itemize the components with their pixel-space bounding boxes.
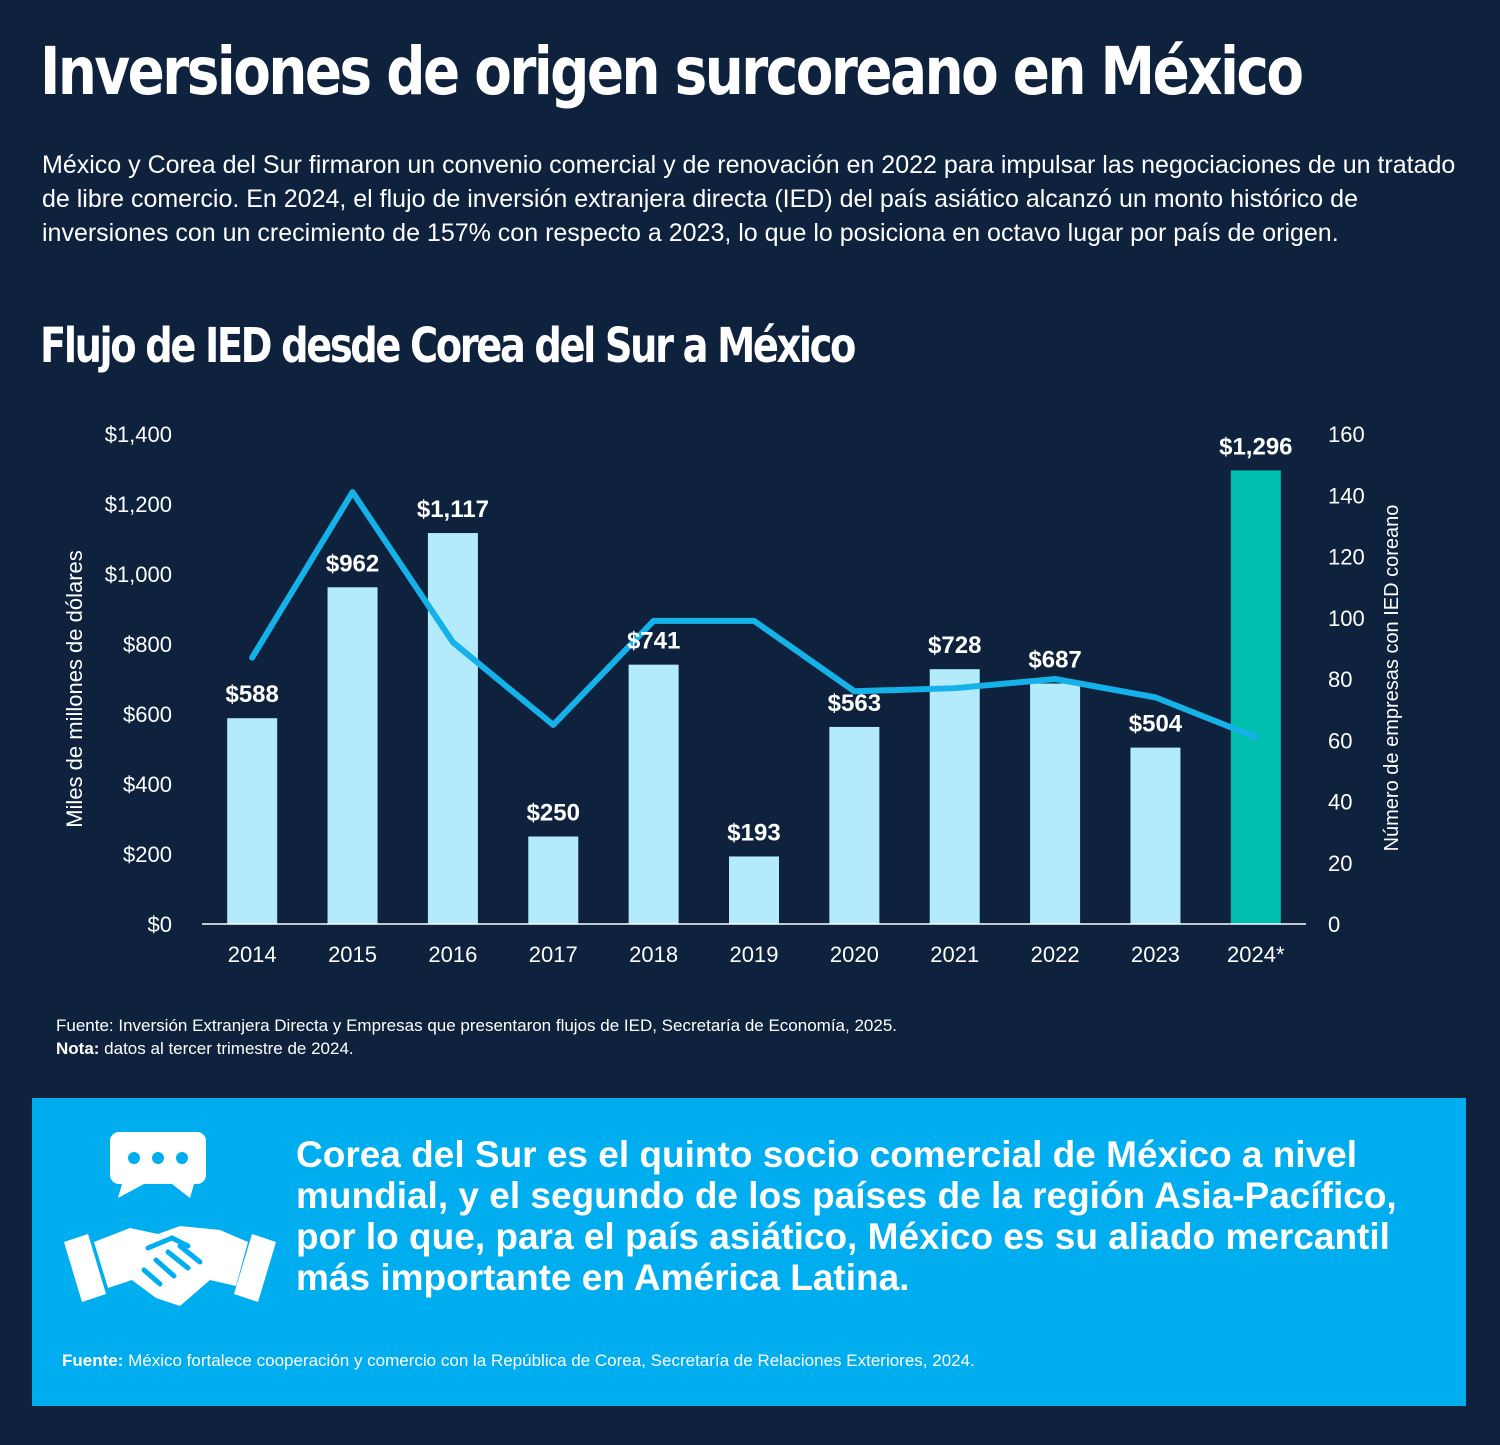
bar-value-label: $962 <box>326 550 379 577</box>
bar <box>227 718 278 924</box>
chart-source: Fuente: Inversión Extranjera Directa y E… <box>56 1014 897 1060</box>
callout-text: Corea del Sur es el quinto socio comerci… <box>296 1134 1397 1298</box>
ied-chart: $0 $200 $400 $600 $800 $1,000 $1,200 $1,400 0 20 4… <box>62 422 1403 967</box>
bar <box>1130 747 1181 924</box>
x-tick-label: 2020 <box>830 942 879 967</box>
callout-box: Corea del Sur es el quinto socio comerci… <box>32 1098 1466 1406</box>
bar-value-label: $193 <box>727 819 780 846</box>
y2-tick-label: 140 <box>1328 483 1365 508</box>
handshake-chat-icon <box>60 1130 280 1315</box>
bar <box>829 726 880 924</box>
y-tick-label: $0 <box>148 912 172 937</box>
bar-value-label: $1,296 <box>1219 433 1292 460</box>
y2-axis-label: Número de empresas con IED coreano <box>1381 505 1403 852</box>
page-title: Inversiones de origen surcoreano en Méxi… <box>40 33 1304 110</box>
y-tick-label: $1,000 <box>105 562 172 587</box>
y2-tick-label: 80 <box>1328 667 1352 692</box>
bar-value-label: $1,117 <box>417 496 489 523</box>
bar <box>327 587 378 924</box>
x-tick-label: 2019 <box>730 942 779 967</box>
y-tick-label: $200 <box>123 842 172 867</box>
y2-tick-label: 100 <box>1328 606 1365 631</box>
bar-value-label: $687 <box>1028 647 1081 674</box>
bar-value-label: $588 <box>225 681 278 708</box>
x-tick-label: 2024* <box>1227 942 1285 967</box>
y2-tick-label: 160 <box>1328 422 1365 447</box>
bar-value-label: $250 <box>527 800 580 827</box>
chart-title: Flujo de IED desde Corea del Sur a Méxic… <box>40 318 856 374</box>
y-axis-label: Miles de millones de dólares <box>62 550 87 828</box>
y-tick-label: $600 <box>123 702 172 727</box>
x-tick-label: 2021 <box>930 942 979 967</box>
x-tick-label: 2018 <box>629 942 678 967</box>
y-tick-label: $400 <box>123 772 172 797</box>
companies-line <box>249 489 1259 741</box>
bar <box>929 669 980 924</box>
x-tick-label: 2016 <box>428 942 477 967</box>
x-tick-label: 2014 <box>228 942 277 967</box>
y-tick-label: $1,200 <box>105 492 172 517</box>
intro-paragraph: México y Corea del Sur firmaron un conve… <box>42 151 1456 247</box>
x-tick-label: 2015 <box>328 942 377 967</box>
bar <box>528 836 579 924</box>
note-text: datos al tercer trimestre de 2024. <box>99 1039 354 1058</box>
source-text: Fuente: Inversión Extranjera Directa y E… <box>56 1016 897 1035</box>
bar <box>1230 470 1281 924</box>
bar-value-label: $504 <box>1129 711 1183 738</box>
callout-source-label: Fuente: <box>62 1351 124 1370</box>
y2-tick-label: 0 <box>1328 912 1340 937</box>
bar-value-label: $563 <box>828 690 881 717</box>
bar <box>427 533 478 924</box>
bar <box>1030 683 1081 924</box>
x-tick-label: 2022 <box>1031 942 1080 967</box>
x-tick-label: 2023 <box>1131 942 1180 967</box>
y2-tick-label: 40 <box>1328 790 1352 815</box>
bar <box>729 856 779 924</box>
bar-value-label: $741 <box>627 628 680 655</box>
y2-tick-label: 60 <box>1328 728 1352 753</box>
bar <box>628 664 679 924</box>
note-label: Nota: <box>56 1039 100 1058</box>
bar-value-label: $728 <box>928 632 981 659</box>
y-tick-label: $800 <box>123 632 172 657</box>
y2-tick-label: 20 <box>1328 851 1352 876</box>
callout-source: Fuente: México fortalece cooperación y c… <box>62 1350 975 1372</box>
y-tick-label: $1,400 <box>105 422 172 447</box>
callout-source-text: México fortalece cooperación y comercio … <box>123 1351 975 1370</box>
x-tick-label: 2017 <box>529 942 578 967</box>
y2-tick-label: 120 <box>1328 545 1365 570</box>
source-note: Nota: datos al tercer trimestre de 2024. <box>56 1037 897 1060</box>
